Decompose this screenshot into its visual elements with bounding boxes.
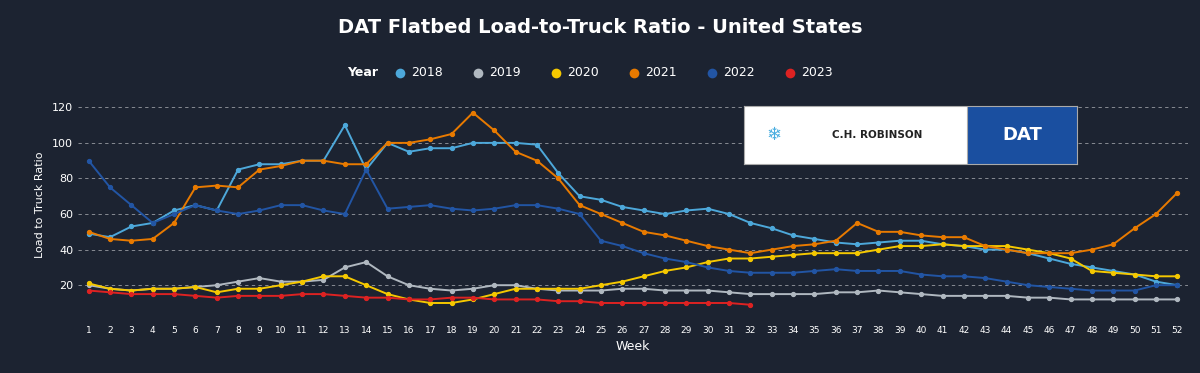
Text: 2019: 2019 bbox=[490, 66, 521, 79]
Text: C.H. ROBINSON: C.H. ROBINSON bbox=[832, 129, 923, 140]
X-axis label: Week: Week bbox=[616, 340, 650, 353]
Bar bbox=[967, 106, 1078, 163]
Text: 2023: 2023 bbox=[802, 66, 833, 79]
Text: DAT: DAT bbox=[1002, 126, 1042, 144]
Y-axis label: Load to Truck Ratio: Load to Truck Ratio bbox=[35, 152, 46, 258]
Text: 2018: 2018 bbox=[412, 66, 443, 79]
Text: ❄: ❄ bbox=[767, 126, 781, 144]
Text: 2021: 2021 bbox=[646, 66, 677, 79]
Text: 2022: 2022 bbox=[724, 66, 755, 79]
Text: DAT Flatbed Load-to-Truck Ratio - United States: DAT Flatbed Load-to-Truck Ratio - United… bbox=[337, 18, 863, 37]
Text: Year: Year bbox=[347, 66, 378, 79]
Text: 2020: 2020 bbox=[568, 66, 599, 79]
